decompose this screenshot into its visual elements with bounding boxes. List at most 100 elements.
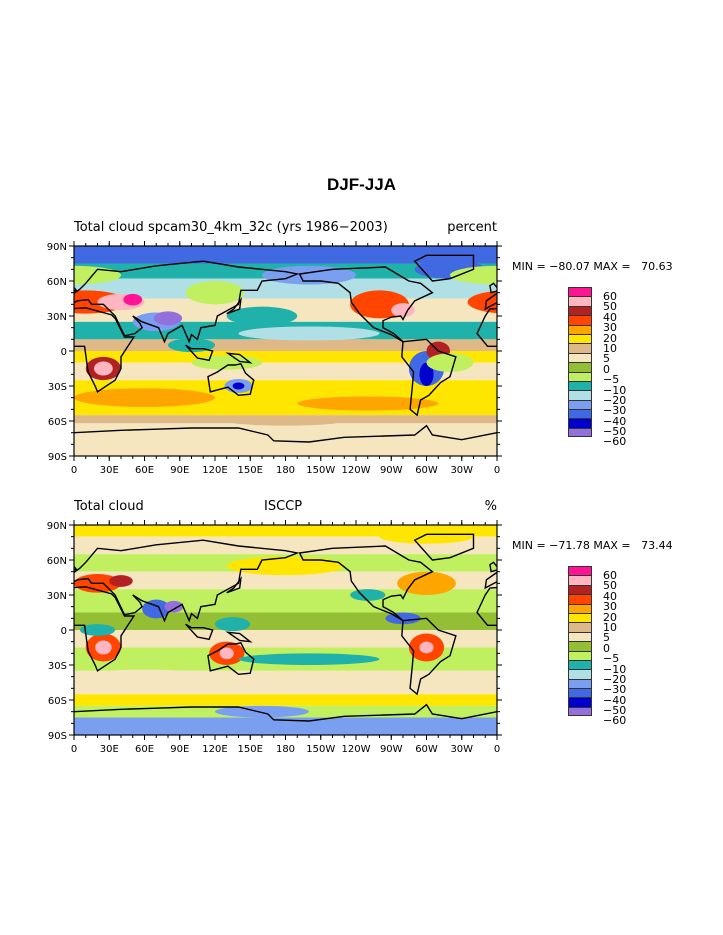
coastline [226, 297, 242, 315]
panel-model: Total cloud spcam30_4km_32c (yrs 1986−200… [0, 215, 723, 495]
contour-map: 90N 60N 30N 0 30S 60S 90S 0 30E 60E 90E 120E 150E 180… [47, 520, 544, 754]
colorbar-swatch [568, 688, 592, 698]
colorbar-swatch [568, 305, 592, 316]
contour-region [379, 529, 474, 544]
colorbar-label: −30 [603, 404, 627, 418]
lon-tick-label: 30W [450, 465, 473, 475]
contour-region [467, 290, 497, 314]
lat-tick-label: 30S [48, 382, 67, 393]
colorbar-label: 20 [603, 610, 617, 624]
colorbar-swatch [568, 612, 592, 623]
lat-tick-label: 60S [48, 417, 67, 428]
coastline [207, 642, 255, 676]
colorbar-swatch [568, 697, 592, 707]
header-center: ISCCP [264, 499, 303, 514]
contour-region [419, 641, 434, 654]
coastline [74, 539, 300, 623]
coastline [74, 260, 300, 344]
lat-tick-label: 90N [47, 521, 67, 532]
lon-tick-label: 180 [276, 465, 295, 475]
colorbar-swatch [568, 390, 592, 400]
contour-region [232, 382, 245, 390]
colorbar-swatch [568, 287, 592, 297]
contour-map: 90N 60N 30N 0 30S 60S 90S 0 30E 60E 90E 120E 150E 180… [47, 241, 565, 475]
lat-tick-label: 90S [48, 452, 67, 463]
colorbar-swatch [568, 566, 592, 576]
contour-region [426, 353, 474, 372]
contour-region [297, 396, 439, 411]
colorbar-swatch [568, 641, 592, 651]
coastline [298, 545, 434, 622]
contour-region [450, 265, 497, 285]
contour-band [74, 717, 497, 735]
colorbar-swatch [568, 362, 592, 372]
colorbar [568, 287, 592, 438]
header-center: spcam30_4km_32c (yrs 1986−2003) [148, 220, 388, 235]
colorbar-swatch [568, 669, 592, 679]
coastline [185, 344, 214, 362]
lat-tick-label: 30S [48, 661, 67, 672]
colorbar-swatch [568, 371, 592, 381]
lat-tick-label: 30N [47, 312, 67, 323]
contour-band [74, 339, 497, 351]
lon-tick-label: 150E [238, 744, 263, 754]
colorbar-swatch [568, 409, 592, 419]
header-left: Total cloud [74, 220, 144, 235]
colorbar-swatch [568, 603, 592, 613]
contour-region [546, 294, 565, 306]
lon-tick-label: 120E [202, 465, 227, 475]
colorbar-swatch [568, 659, 592, 670]
lon-tick-label: 0 [71, 465, 77, 475]
colorbar-label: 60 [603, 569, 617, 582]
colorbar-swatch [568, 324, 592, 334]
contour-region [95, 640, 112, 655]
contour-region [517, 362, 536, 376]
lon-tick-label: 90W [380, 465, 403, 475]
contour-band [74, 630, 497, 648]
coastline [74, 586, 136, 672]
lat-tick-label: 90N [47, 242, 67, 253]
contour-region [503, 624, 538, 636]
colorbar-label: −50 [603, 704, 627, 718]
colorbar-swatch [568, 315, 592, 325]
colorbar-label: 60 [603, 290, 617, 303]
contour-band [74, 694, 497, 706]
colorbar-label: −5 [603, 373, 620, 387]
header-right: percent [447, 220, 497, 235]
colorbar-swatch [568, 678, 592, 689]
contour-region [397, 571, 456, 595]
lon-tick-label: 30E [100, 744, 119, 754]
colorbar-label: −5 [603, 652, 620, 666]
colorbar-swatch [568, 380, 592, 391]
lat-tick-label: 30N [47, 591, 67, 602]
colorbar-label: −40 [603, 693, 627, 707]
colorbar-swatch [568, 622, 592, 632]
contour-band [74, 571, 497, 590]
coastline [413, 254, 475, 282]
colorbar-label: −10 [603, 383, 627, 397]
lon-tick-label: 60W [415, 744, 438, 754]
lon-tick-label: 90E [170, 465, 189, 475]
colorbar-label: −20 [603, 393, 627, 407]
contour-band [74, 246, 497, 264]
colorbar-swatch [568, 343, 592, 353]
panel-isccp: Total cloud ISCCP% MIN = −71.78 MAX = 73.4… [0, 494, 723, 774]
lon-tick-label: 150E [238, 465, 263, 475]
contour-region [238, 326, 380, 341]
lon-tick-label: 120W [342, 465, 371, 475]
contour-region [497, 574, 544, 593]
contour-band [74, 423, 497, 435]
coastline [74, 307, 136, 393]
colorbar-swatch [568, 706, 592, 717]
colorbar-label: −40 [603, 414, 627, 428]
contour-band [74, 525, 497, 537]
colorbar-label: 20 [603, 331, 617, 345]
contour-region [226, 306, 298, 326]
colorbar-swatch [568, 584, 592, 595]
colorbar-label: 0 [603, 362, 610, 376]
colorbar-label: 10 [603, 620, 617, 634]
colorbar-labels: 60 50 40 30 20 10 5 0 −5 −10 −20 −30 −40 −50 −60 [603, 569, 627, 727]
contour-region [93, 361, 113, 376]
colorbar-swatch [568, 594, 592, 604]
contour-region [509, 634, 544, 662]
